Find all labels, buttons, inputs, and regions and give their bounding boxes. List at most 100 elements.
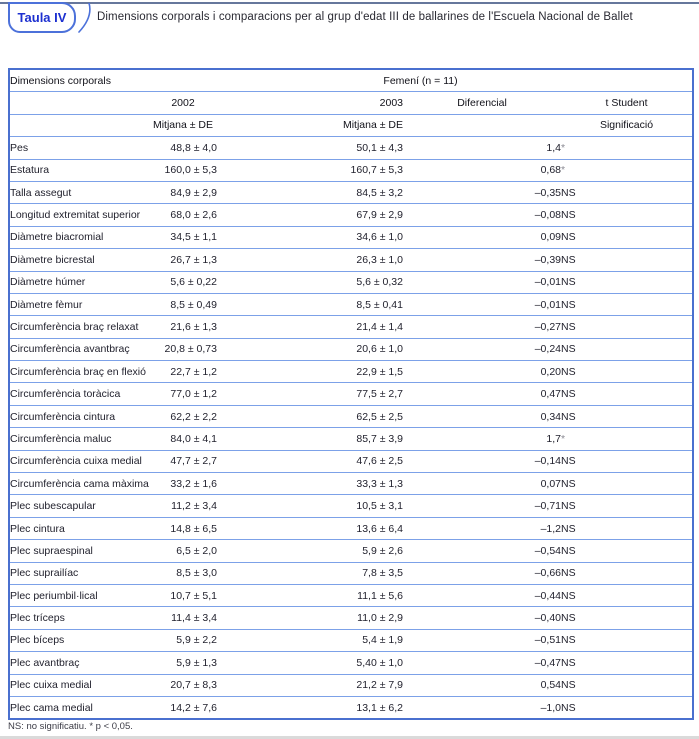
col-header-2003: 2003 [217, 91, 403, 115]
badge-arc-decoration [78, 3, 91, 33]
value-2002: 10,7 ± 5,1 [149, 583, 217, 607]
value-2002: 33,2 ± 1,6 [149, 472, 217, 495]
value-diferencial: –0,66 [403, 561, 561, 585]
value-2002: 160,0 ± 5,3 [149, 158, 217, 182]
value-diferencial: 0,68 [403, 158, 561, 182]
value-diferencial: 0,47 [403, 382, 561, 406]
value-2003: 5,40 ± 1,0 [217, 651, 403, 675]
table-row: Plec cintura 14,8 ± 6,5 13,6 ± 6,4 –1,2 … [9, 516, 694, 540]
col-header-dimensions: Dimensions corporals [10, 74, 111, 87]
row-label: Diàmetre bicrestal [9, 248, 149, 272]
table-badge: Taula IV [8, 2, 76, 33]
value-2003: 22,9 ± 1,5 [217, 360, 403, 383]
row-label: Plec cintura [9, 516, 149, 540]
row-label: Talla assegut [9, 180, 149, 204]
header-row-group: Dimensions corporals Femení (n = 11) [9, 69, 693, 92]
value-2002: 5,9 ± 1,3 [149, 651, 217, 675]
value-2003: 62,5 ± 2,5 [217, 404, 403, 428]
table-row: Circumferència braç relaxat 21,6 ± 1,3 2… [9, 315, 694, 339]
table-row: Plec cama medial 14,2 ± 7,6 13,1 ± 6,2 –… [9, 695, 694, 720]
table-row: Circumferència avantbraç 20,8 ± 0,73 20,… [9, 337, 694, 361]
row-label: Circumferència toràcica [9, 382, 149, 406]
value-significacio: NS [561, 673, 694, 697]
value-diferencial: –0,39 [403, 248, 561, 272]
row-label: Circumferència braç relaxat [9, 315, 149, 339]
value-significacio: NS [561, 628, 694, 652]
row-label: Plec cuixa medial [9, 673, 149, 697]
row-label: Longitud extremitat superior [9, 203, 149, 227]
value-significacio: NS [561, 315, 694, 339]
value-significacio: NS [561, 695, 694, 720]
value-significacio: NS [561, 583, 694, 607]
col-header-2002: 2002 [149, 91, 217, 115]
value-diferencial: –1,2 [403, 516, 561, 540]
table-row: Circumferència toràcica 77,0 ± 1,2 77,5 … [9, 382, 694, 406]
row-label: Plec periumbil·lical [9, 583, 149, 607]
value-2003: 77,5 ± 2,7 [217, 382, 403, 406]
row-label: Circumferència maluc [9, 427, 149, 451]
subheader-mitjana-2003: Mitjana ± DE [217, 113, 403, 137]
value-2002: 68,0 ± 2,6 [149, 203, 217, 227]
row-label: Plec supraespinal [9, 539, 149, 563]
value-2003: 67,9 ± 2,9 [217, 203, 403, 227]
value-significacio: NS [561, 404, 694, 428]
row-label: Circumferència cama màxima [9, 472, 149, 495]
row-label: Estatura [9, 158, 149, 182]
value-2003: 13,6 ± 6,4 [217, 516, 403, 540]
value-significacio: NS [561, 561, 694, 585]
value-2003: 84,5 ± 3,2 [217, 180, 403, 204]
table-row: Circumferència cuixa medial 47,7 ± 2,7 4… [9, 449, 694, 473]
table-row: Pes 48,8 ± 4,0 50,1 ± 4,3 1,4 * [9, 136, 694, 160]
value-2002: 84,9 ± 2,9 [149, 180, 217, 204]
value-diferencial: 0,20 [403, 360, 561, 383]
value-2002: 6,5 ± 2,0 [149, 539, 217, 563]
value-2002: 20,8 ± 0,73 [149, 337, 217, 361]
value-diferencial: –0,51 [403, 628, 561, 652]
value-2003: 50,1 ± 4,3 [217, 136, 403, 160]
table-row: Talla assegut 84,9 ± 2,9 84,5 ± 3,2 –0,3… [9, 180, 694, 204]
row-label: Diàmetre biacromial [9, 225, 149, 249]
row-label: Circumferència avantbraç [9, 337, 149, 361]
table-row: Diàmetre húmer 5,6 ± 0,22 5,6 ± 0,32 –0,… [9, 270, 694, 294]
row-label: Diàmetre fèmur [9, 292, 149, 316]
value-2002: 34,5 ± 1,1 [149, 225, 217, 249]
value-2002: 11,4 ± 3,4 [149, 606, 217, 630]
col-header-diferencial: Diferencial [403, 91, 561, 115]
table-row: Plec bíceps 5,9 ± 2,2 5,4 ± 1,9 –0,51 NS [9, 628, 694, 652]
value-significacio: NS [561, 337, 694, 361]
row-label: Plec cama medial [9, 695, 149, 720]
table-row: Longitud extremitat superior 68,0 ± 2,6 … [9, 203, 694, 227]
value-significacio: NS [561, 651, 694, 675]
value-significacio: * [561, 427, 694, 451]
value-2002: 5,9 ± 2,2 [149, 628, 217, 652]
value-2002: 11,2 ± 3,4 [149, 494, 217, 518]
subheader-mitjana-2002: Mitjana ± DE [149, 113, 217, 137]
value-diferencial: –0,47 [403, 651, 561, 675]
value-2003: 7,8 ± 3,5 [217, 561, 403, 585]
table-row: Circumferència cintura 62,2 ± 2,2 62,5 ±… [9, 404, 694, 428]
subheader-significacio: Significació [561, 113, 694, 137]
value-diferencial: –0,24 [403, 337, 561, 361]
value-2002: 21,6 ± 1,3 [149, 315, 217, 339]
table-badge-label: Taula IV [17, 10, 67, 25]
table-row: Plec avantbraç 5,9 ± 1,3 5,40 ± 1,0 –0,4… [9, 651, 694, 675]
value-significacio: NS [561, 203, 694, 227]
value-2003: 85,7 ± 3,9 [217, 427, 403, 451]
row-label: Plec avantbraç [9, 651, 149, 675]
header-row-subheaders: Mitjana ± DE Mitjana ± DE Significació [9, 113, 694, 137]
window-bottom-edge [0, 736, 699, 739]
col-header-t-student: t Student [561, 91, 694, 115]
caption-top-rule [0, 2, 699, 4]
value-significacio: NS [561, 292, 694, 316]
value-2003: 8,5 ± 0,41 [217, 292, 403, 316]
row-label: Circumferència cuixa medial [9, 449, 149, 473]
header-spacer [9, 113, 149, 137]
row-label: Plec bíceps [9, 628, 149, 652]
value-diferencial: 0,34 [403, 404, 561, 428]
value-2003: 160,7 ± 5,3 [217, 158, 403, 182]
value-2003: 47,6 ± 2,5 [217, 449, 403, 473]
value-significacio: * [561, 158, 694, 182]
table-row: Plec cuixa medial 20,7 ± 8,3 21,2 ± 7,9 … [9, 673, 694, 697]
row-label: Plec subescapular [9, 494, 149, 518]
value-diferencial: –1,0 [403, 695, 561, 720]
